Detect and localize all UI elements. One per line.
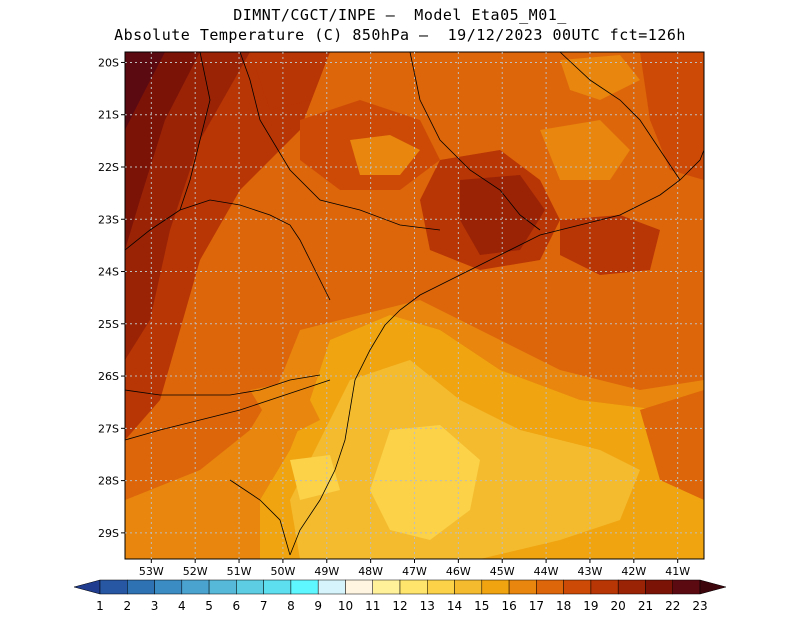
colorbar-label: 16 bbox=[501, 599, 516, 613]
colorbar-segment bbox=[645, 579, 673, 595]
colorbar-label: 15 bbox=[474, 599, 489, 613]
longitude-axis: 53W 52W 51W 50W 49W 48W 47W 46W 45W 44W 43W 42W 41W bbox=[139, 559, 690, 578]
colorbar-label: 6 bbox=[233, 599, 241, 613]
colorbar-segment bbox=[399, 579, 428, 595]
colorbar-label: 9 bbox=[314, 599, 322, 613]
lat-label-22s: 22S bbox=[98, 161, 119, 174]
colorbar-label: 13 bbox=[420, 599, 435, 613]
colorbar-segment bbox=[427, 579, 455, 595]
lon-label-41w: 41W bbox=[665, 565, 690, 578]
colorbar-segment bbox=[181, 579, 210, 595]
lon-label-45w: 45W bbox=[490, 565, 515, 578]
lat-label-26s: 26S bbox=[98, 370, 119, 383]
map-title-line1: DIMNT/CGCT/INPE – Model Eta05_M01_ bbox=[233, 6, 567, 24]
colorbar-segment bbox=[73, 579, 101, 595]
colorbar-segment bbox=[536, 579, 564, 595]
colorbar-label: 8 bbox=[287, 599, 295, 613]
colorbar-segment bbox=[236, 579, 264, 595]
lat-label-24s: 24S bbox=[98, 266, 119, 279]
colorbar-label: 19 bbox=[583, 599, 598, 613]
colorbar-segment bbox=[290, 579, 319, 595]
colorbar-label: 14 bbox=[447, 599, 462, 613]
colorbar-segment bbox=[127, 579, 155, 595]
colorbar-label: 2 bbox=[123, 599, 131, 613]
colorbar-segment bbox=[263, 579, 292, 595]
colorbar-label: 12 bbox=[392, 599, 407, 613]
colorbar-segment bbox=[454, 579, 483, 595]
lon-label-46w: 46W bbox=[446, 565, 471, 578]
colorbar-segment bbox=[372, 579, 401, 595]
lon-label-44w: 44W bbox=[534, 565, 559, 578]
lon-label-52w: 52W bbox=[183, 565, 208, 578]
colorbar-segment bbox=[699, 579, 727, 595]
colorbar-label: 10 bbox=[338, 599, 353, 613]
lat-label-28s: 28S bbox=[98, 475, 119, 488]
colorbar-label: 23 bbox=[692, 599, 707, 613]
lon-label-53w: 53W bbox=[139, 565, 164, 578]
colorbar-segment bbox=[345, 579, 373, 595]
lat-label-23s: 23S bbox=[98, 213, 119, 226]
colorbar-label: 21 bbox=[638, 599, 653, 613]
colorbar-label: 11 bbox=[365, 599, 380, 613]
lon-label-51w: 51W bbox=[227, 565, 252, 578]
colorbar-label: 20 bbox=[611, 599, 626, 613]
lon-label-50w: 50W bbox=[270, 565, 295, 578]
lon-label-43w: 43W bbox=[578, 565, 603, 578]
lon-label-47w: 47W bbox=[402, 565, 427, 578]
colorbar-segment bbox=[672, 579, 701, 595]
colorbar-label: 7 bbox=[260, 599, 268, 613]
colorbar-segment bbox=[563, 579, 592, 595]
colorbar-segment bbox=[481, 579, 510, 595]
lat-label-21s: 21S bbox=[98, 109, 119, 122]
coastline-and-borders bbox=[124, 51, 705, 556]
colorbar-segment bbox=[317, 579, 346, 595]
colorbar-label: 3 bbox=[151, 599, 159, 613]
latitude-axis: 20S 21S 22S 23S 24S 25S 26S 27S 28S 29S bbox=[98, 56, 125, 540]
lat-label-27s: 27S bbox=[98, 422, 119, 435]
lon-label-42w: 42W bbox=[621, 565, 646, 578]
lat-lon-grid bbox=[125, 52, 704, 559]
lon-label-48w: 48W bbox=[358, 565, 383, 578]
lat-label-29s: 29S bbox=[98, 527, 119, 540]
colorbar-label: 1 bbox=[96, 599, 104, 613]
colorbar-label: 17 bbox=[529, 599, 544, 613]
colorbar-label: 4 bbox=[178, 599, 186, 613]
lat-label-25s: 25S bbox=[98, 318, 119, 331]
colorbar-label: 5 bbox=[205, 599, 213, 613]
colorbar-segment bbox=[508, 579, 537, 595]
map-title-line2: Absolute Temperature (C) 850hPa – 19/12/… bbox=[114, 26, 686, 44]
lon-label-49w: 49W bbox=[314, 565, 339, 578]
lat-label-20s: 20S bbox=[98, 56, 119, 69]
colorbar-segment bbox=[590, 579, 619, 595]
colorbar-label: 18 bbox=[556, 599, 571, 613]
colorbar-label: 22 bbox=[665, 599, 680, 613]
colorbar-segment bbox=[617, 579, 646, 595]
colorbar-segment bbox=[208, 579, 237, 595]
colorbar-segment bbox=[154, 579, 183, 595]
colorbar-segment bbox=[99, 579, 128, 595]
